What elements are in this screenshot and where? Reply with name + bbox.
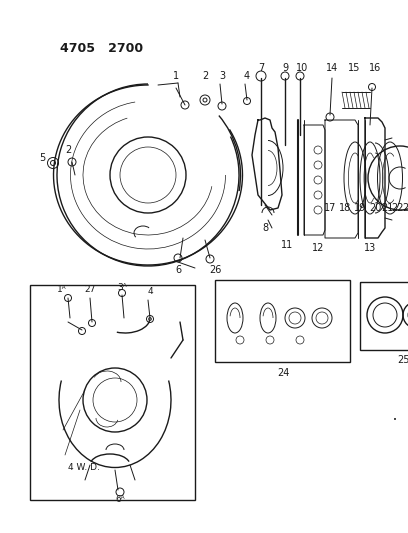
Text: 1ᴬ: 1ᴬ — [57, 286, 67, 295]
Text: 10: 10 — [296, 63, 308, 73]
Bar — [360, 282, 408, 350]
Text: 23: 23 — [402, 203, 408, 213]
Text: 5: 5 — [39, 153, 45, 163]
Text: 4: 4 — [244, 71, 250, 81]
Text: 2: 2 — [202, 71, 208, 81]
Text: 1: 1 — [173, 71, 179, 81]
Bar — [30, 285, 195, 500]
Text: 17: 17 — [324, 203, 336, 213]
Text: 4 W. D.: 4 W. D. — [68, 464, 100, 472]
Text: 11: 11 — [281, 240, 293, 250]
Text: 20: 20 — [369, 203, 381, 213]
Text: 8: 8 — [262, 223, 268, 233]
Bar — [215, 280, 350, 362]
Text: 14: 14 — [326, 63, 338, 73]
Text: 27: 27 — [84, 286, 96, 295]
Text: 13: 13 — [364, 243, 376, 253]
Text: 7: 7 — [258, 63, 264, 73]
Text: 15: 15 — [348, 63, 360, 73]
Text: •: • — [393, 417, 397, 423]
Text: 16: 16 — [369, 63, 381, 73]
Text: 9: 9 — [282, 63, 288, 73]
Text: 6: 6 — [175, 265, 181, 275]
Text: 3ᴬ: 3ᴬ — [117, 282, 127, 292]
Text: 2: 2 — [65, 145, 71, 155]
Text: 26: 26 — [209, 265, 221, 275]
Text: 3: 3 — [219, 71, 225, 81]
Text: 19: 19 — [354, 203, 366, 213]
Text: 18: 18 — [339, 203, 351, 213]
Text: 25: 25 — [397, 355, 408, 365]
Text: 22: 22 — [391, 203, 403, 213]
Text: 24: 24 — [277, 368, 289, 378]
Text: 12: 12 — [312, 243, 324, 253]
Text: 4705   2700: 4705 2700 — [60, 42, 143, 55]
Text: 6ᴬ: 6ᴬ — [115, 496, 125, 505]
Text: 4: 4 — [147, 287, 153, 296]
Text: 21: 21 — [381, 203, 393, 213]
